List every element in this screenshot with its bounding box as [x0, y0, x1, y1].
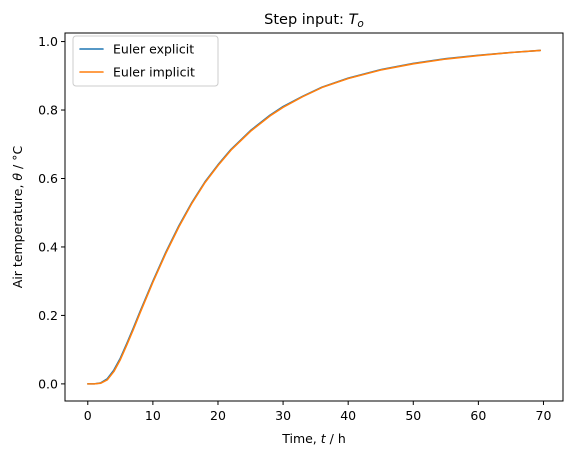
y-axis-label-variable: θ	[10, 173, 25, 181]
x-axis-label-prefix: Time,	[281, 431, 321, 446]
x-axis-label: Time, t / h	[281, 431, 346, 446]
legend-label-euler-explicit: Euler explicit	[113, 42, 194, 57]
chart-title-subscript: o	[357, 18, 363, 30]
x-tick-label: 40	[340, 408, 356, 423]
chart-title: Step input: To	[264, 12, 364, 30]
x-tick-label: 30	[275, 408, 291, 423]
y-tick-label: 0.6	[38, 171, 58, 186]
y-axis-label-unit: / °C	[10, 146, 25, 173]
legend: Euler explicit Euler implicit	[72, 35, 219, 87]
series-lines	[86, 49, 542, 385]
x-tick-label: 50	[405, 408, 421, 423]
y-tick-label: 0.4	[38, 239, 58, 254]
legend-box	[72, 35, 219, 87]
y-tick-label: 0.0	[38, 376, 58, 391]
series-line-euler-explicit	[86, 49, 542, 385]
x-tick-label: 20	[210, 408, 226, 423]
x-tick-label: 70	[536, 408, 552, 423]
x-tick-label: 60	[470, 408, 486, 423]
x-axis-label-unit: / h	[326, 431, 346, 446]
x-axis-label-variable: t	[321, 431, 327, 446]
series-line-euler-implicit	[86, 49, 542, 385]
legend-label-euler-implicit: Euler implicit	[113, 65, 195, 80]
x-tick-label: 0	[84, 408, 92, 423]
chart-title-math: T	[349, 12, 359, 28]
plot-frame	[64, 32, 564, 402]
y-axis-label-prefix: Air temperature,	[10, 181, 25, 289]
y-axis-ticks: 0.0 0.2 0.4 0.6 0.8 1.0	[38, 34, 65, 391]
x-axis-ticks: 0 10 20 30 40 50 60 70	[84, 401, 552, 423]
y-tick-label: 0.2	[38, 308, 58, 323]
y-tick-label: 1.0	[38, 34, 58, 49]
y-tick-label: 0.8	[38, 103, 58, 118]
x-tick-label: 10	[145, 408, 161, 423]
y-axis-label: Air temperature, θ / °C	[10, 146, 25, 289]
chart-title-text: Step input:	[264, 12, 348, 28]
